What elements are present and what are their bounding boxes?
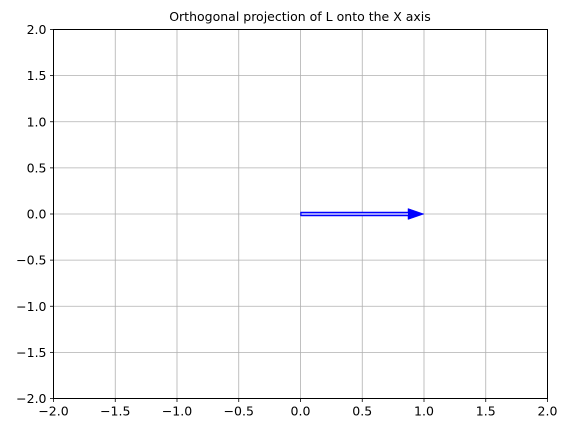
y-tick-label: −1.0 (16, 299, 46, 314)
x-axis: −2.0 −1.5 −1.0 −0.5 0.0 0.5 1.0 1.5 2.0 (38, 398, 558, 419)
x-tick-label: 0.0 (291, 404, 311, 419)
vectors (300, 208, 425, 220)
y-tick-label: 0.0 (27, 207, 47, 222)
x-tick-label: −0.5 (224, 404, 254, 419)
y-tick-label: 0.5 (27, 160, 47, 175)
x-tick-label: 1.0 (414, 404, 434, 419)
y-tick-label: 2.0 (27, 22, 47, 37)
y-axis: −2.0 −1.5 −1.0 −0.5 0.0 0.5 1.0 1.5 2.0 (16, 22, 54, 406)
chart-title: Orthogonal projection of L onto the X ax… (169, 9, 431, 24)
x-tick-label: 0.5 (352, 404, 372, 419)
x-tick-label: 1.5 (476, 404, 496, 419)
y-tick-label: 1.5 (27, 68, 47, 83)
y-tick-label: 1.0 (27, 114, 47, 129)
x-tick-label: −2.0 (38, 404, 68, 419)
y-tick-label: −1.5 (16, 345, 46, 360)
x-tick-label: −1.0 (162, 404, 192, 419)
y-tick-label: −2.0 (16, 391, 46, 406)
x-tick-label: 2.0 (538, 404, 558, 419)
x-tick-label: −1.5 (100, 404, 130, 419)
y-tick-label: −0.5 (16, 253, 46, 268)
